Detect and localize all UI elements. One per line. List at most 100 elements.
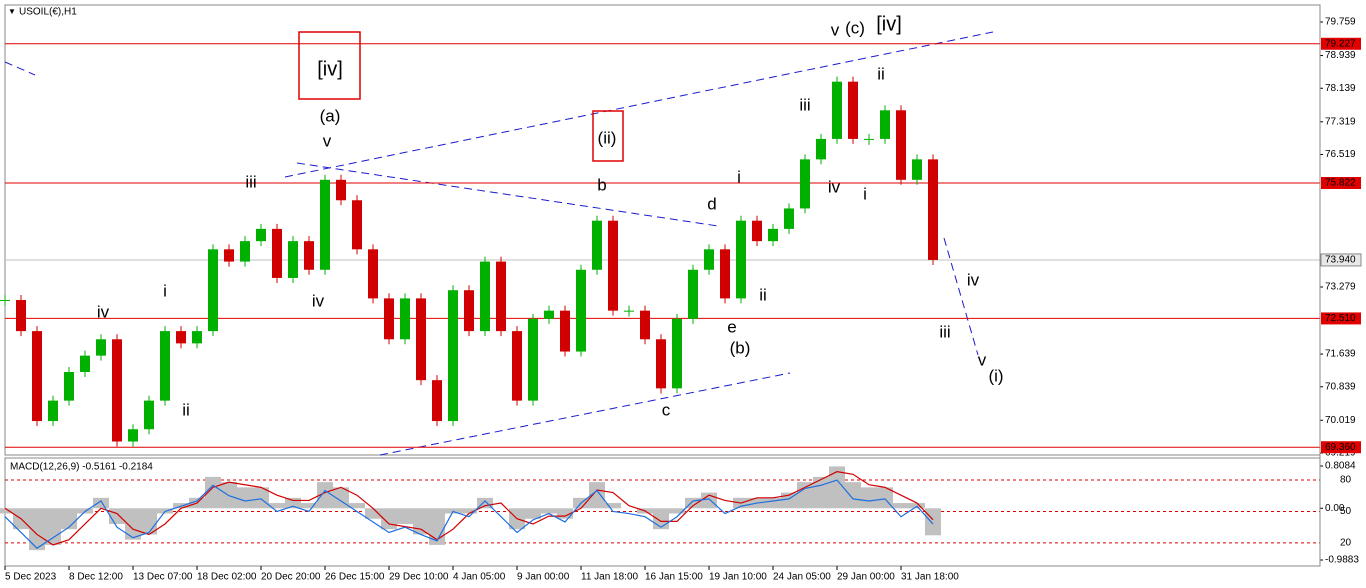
wave-label: (i)	[988, 366, 1003, 385]
x-tick-label: 19 Jan 10:00	[709, 572, 767, 583]
macd-bar	[925, 508, 941, 536]
x-tick-label: 9 Jan 00:00	[517, 572, 570, 583]
candle	[752, 220, 762, 242]
candle	[336, 179, 346, 201]
macd-bar	[381, 508, 397, 530]
wave-label: iv	[97, 302, 110, 321]
wave-label: [iv]	[876, 13, 902, 35]
candle	[128, 429, 138, 442]
x-tick-label: 4 Jan 05:00	[453, 572, 506, 583]
candle	[784, 208, 794, 229]
wave-label: iii	[245, 172, 256, 191]
wave-label: ii	[759, 285, 767, 304]
y2-tick-label: 50	[1340, 506, 1352, 517]
macd-bar	[765, 497, 781, 509]
wave-label: iii	[799, 95, 810, 114]
macd-bar	[557, 508, 573, 519]
y-tick-label: 76.519	[1325, 149, 1356, 160]
macd-bar	[397, 508, 413, 524]
x-tick-label: 18 Dec 02:00	[197, 572, 257, 583]
y-tick-label: 0.00	[1325, 503, 1345, 514]
level-label: 79.227	[1325, 38, 1356, 49]
wave-label: (ii)	[598, 128, 617, 147]
macd-bar	[253, 487, 269, 509]
symbol-arrow: ▼	[8, 7, 16, 16]
candle	[672, 318, 682, 389]
x-tick-label: 24 Jan 05:00	[773, 572, 831, 583]
candle	[896, 110, 906, 180]
candle	[80, 355, 90, 372]
y-tick-label: 78.139	[1325, 83, 1356, 94]
macd-bar	[429, 508, 445, 545]
macd-bar	[861, 487, 877, 509]
candle	[304, 241, 314, 270]
wave-label: iv	[967, 270, 980, 289]
level-label: 69.360	[1325, 442, 1356, 453]
candle	[224, 249, 234, 262]
wave-label: iv	[312, 291, 325, 310]
level-label-box	[1321, 37, 1361, 50]
macd-bar	[285, 497, 301, 509]
candle	[112, 339, 122, 442]
level-label-box	[1321, 312, 1361, 325]
wave-label: e	[727, 317, 736, 336]
x-tick-label: 16 Jan 15:00	[645, 572, 703, 583]
wave-label: (a)	[320, 106, 341, 125]
candle	[400, 298, 410, 340]
trend-line	[296, 162, 719, 227]
macd-bar	[813, 476, 829, 509]
candle	[192, 331, 202, 344]
wave-label: iii	[939, 322, 950, 341]
y-tick-label: 73.279	[1325, 282, 1356, 293]
candle	[576, 269, 586, 352]
y-tick-label: 78.939	[1325, 50, 1356, 61]
last-price-label: 73.940	[1325, 255, 1356, 266]
candle	[272, 228, 282, 278]
y2-tick-label: 20	[1340, 538, 1352, 549]
candle	[832, 81, 842, 139]
candle	[240, 241, 250, 262]
macd-bar	[477, 497, 493, 509]
macd-bar	[413, 508, 429, 535]
candle	[656, 339, 666, 389]
candle	[32, 331, 42, 422]
macd-bar	[461, 508, 477, 514]
macd-bar	[525, 508, 541, 519]
oscillator-line	[4, 479, 934, 549]
macd-bar	[685, 497, 701, 509]
macd-bar	[109, 508, 125, 524]
macd-bar	[301, 503, 317, 509]
wave-label: i	[863, 184, 867, 203]
candle	[496, 261, 506, 332]
y-tick-label: 70.839	[1325, 381, 1356, 392]
y2-tick-label: 80	[1340, 475, 1352, 486]
macd-bar	[237, 487, 253, 509]
x-tick-label: 20 Dec 20:00	[261, 572, 321, 583]
x-tick-label: 31 Jan 18:00	[901, 572, 959, 583]
candle	[256, 228, 266, 242]
x-tick-label: 8 Dec 12:00	[69, 572, 123, 583]
macd-bar	[317, 482, 333, 509]
chart-title: USOIL(€),H1	[19, 7, 77, 18]
candle	[848, 81, 858, 139]
macd-bar	[589, 482, 605, 509]
macd-bar	[365, 508, 381, 519]
candle	[640, 310, 650, 340]
y-tick-label: 70.019	[1325, 415, 1356, 426]
candle	[608, 220, 618, 311]
candle	[480, 261, 490, 332]
macd-bar	[541, 508, 557, 514]
annotation-box	[592, 110, 624, 162]
y-tick-label: 77.319	[1325, 116, 1356, 127]
candle	[880, 110, 890, 139]
x-tick-label: 29 Dec 10:00	[389, 572, 449, 583]
wave-label: v	[831, 20, 840, 39]
trend-line	[943, 237, 979, 356]
candle	[368, 249, 378, 299]
x-tick-label: 11 Jan 18:00	[581, 572, 639, 583]
wave-label: iv	[828, 177, 841, 196]
wave-label: (c)	[845, 18, 865, 37]
candle	[688, 269, 698, 319]
macd-bar	[269, 503, 285, 509]
macd-bar	[45, 508, 61, 545]
